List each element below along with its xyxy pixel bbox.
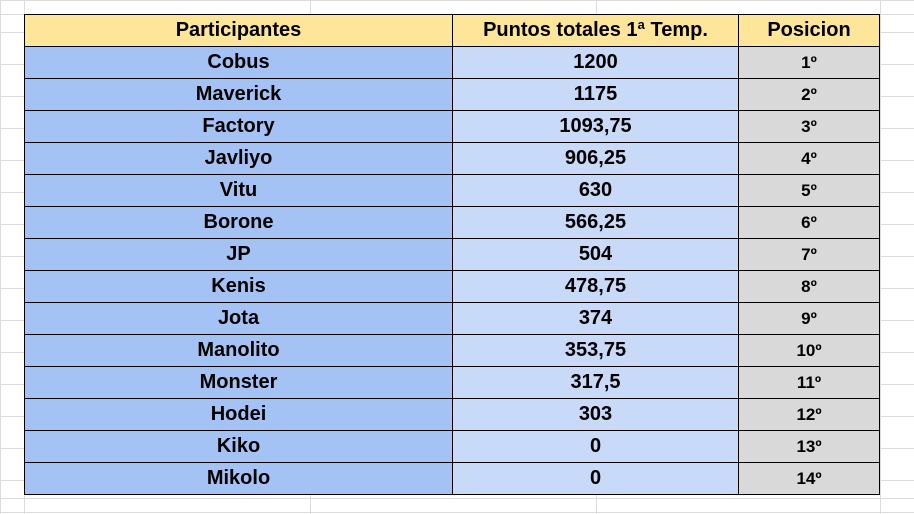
table-row: Borone 566,25 6º <box>24 206 880 239</box>
position-cell[interactable]: 2º <box>738 78 880 111</box>
participant-cell[interactable]: Mikolo <box>24 462 453 495</box>
position-cell[interactable]: 1º <box>738 46 880 79</box>
participant-cell[interactable]: Vitu <box>24 174 453 207</box>
points-cell[interactable]: 1093,75 <box>452 110 739 143</box>
participant-cell[interactable]: Javliyo <box>24 142 453 175</box>
header-puntos-totales[interactable]: Puntos totales 1ª Temp. <box>452 14 739 47</box>
points-cell[interactable]: 374 <box>452 302 739 335</box>
table-row: Kenis 478,75 8º <box>24 270 880 303</box>
points-cell[interactable]: 317,5 <box>452 366 739 399</box>
points-cell[interactable]: 0 <box>452 462 739 495</box>
table-row: Jota 374 9º <box>24 302 880 335</box>
participant-cell[interactable]: Hodei <box>24 398 453 431</box>
points-cell[interactable]: 504 <box>452 238 739 271</box>
sheet-gridline <box>0 498 914 499</box>
points-cell[interactable]: 1175 <box>452 78 739 111</box>
header-row: Participantes Puntos totales 1ª Temp. Po… <box>24 14 880 47</box>
participant-cell[interactable]: Monster <box>24 366 453 399</box>
points-cell[interactable]: 630 <box>452 174 739 207</box>
points-cell[interactable]: 906,25 <box>452 142 739 175</box>
participant-cell[interactable]: Jota <box>24 302 453 335</box>
points-cell[interactable]: 566,25 <box>452 206 739 239</box>
points-cell[interactable]: 478,75 <box>452 270 739 303</box>
sheet-gridline <box>880 0 881 514</box>
table-row: Mikolo 0 14º <box>24 462 880 495</box>
position-cell[interactable]: 7º <box>738 238 880 271</box>
table-row: Cobus 1200 1º <box>24 46 880 79</box>
participant-cell[interactable]: JP <box>24 238 453 271</box>
table-row: Monster 317,5 11º <box>24 366 880 399</box>
participant-cell[interactable]: Kiko <box>24 430 453 463</box>
participant-cell[interactable]: Cobus <box>24 46 453 79</box>
participant-cell[interactable]: Borone <box>24 206 453 239</box>
ranking-table: Participantes Puntos totales 1ª Temp. Po… <box>24 14 880 495</box>
participant-cell[interactable]: Factory <box>24 110 453 143</box>
position-cell[interactable]: 6º <box>738 206 880 239</box>
participant-cell[interactable]: Maverick <box>24 78 453 111</box>
table-row: JP 504 7º <box>24 238 880 271</box>
points-cell[interactable]: 353,75 <box>452 334 739 367</box>
position-cell[interactable]: 10º <box>738 334 880 367</box>
table-row: Kiko 0 13º <box>24 430 880 463</box>
position-cell[interactable]: 4º <box>738 142 880 175</box>
table-row: Javliyo 906,25 4º <box>24 142 880 175</box>
position-cell[interactable]: 5º <box>738 174 880 207</box>
table-row: Vitu 630 5º <box>24 174 880 207</box>
points-cell[interactable]: 1200 <box>452 46 739 79</box>
table-row: Manolito 353,75 10º <box>24 334 880 367</box>
header-participantes[interactable]: Participantes <box>24 14 453 47</box>
participant-cell[interactable]: Kenis <box>24 270 453 303</box>
points-cell[interactable]: 0 <box>452 430 739 463</box>
position-cell[interactable]: 3º <box>738 110 880 143</box>
position-cell[interactable]: 12º <box>738 398 880 431</box>
table-row: Hodei 303 12º <box>24 398 880 431</box>
header-posicion[interactable]: Posicion <box>738 14 880 47</box>
points-cell[interactable]: 303 <box>452 398 739 431</box>
table-row: Maverick 1175 2º <box>24 78 880 111</box>
position-cell[interactable]: 8º <box>738 270 880 303</box>
table-row: Factory 1093,75 3º <box>24 110 880 143</box>
participant-cell[interactable]: Manolito <box>24 334 453 367</box>
position-cell[interactable]: 9º <box>738 302 880 335</box>
position-cell[interactable]: 13º <box>738 430 880 463</box>
position-cell[interactable]: 11º <box>738 366 880 399</box>
position-cell[interactable]: 14º <box>738 462 880 495</box>
